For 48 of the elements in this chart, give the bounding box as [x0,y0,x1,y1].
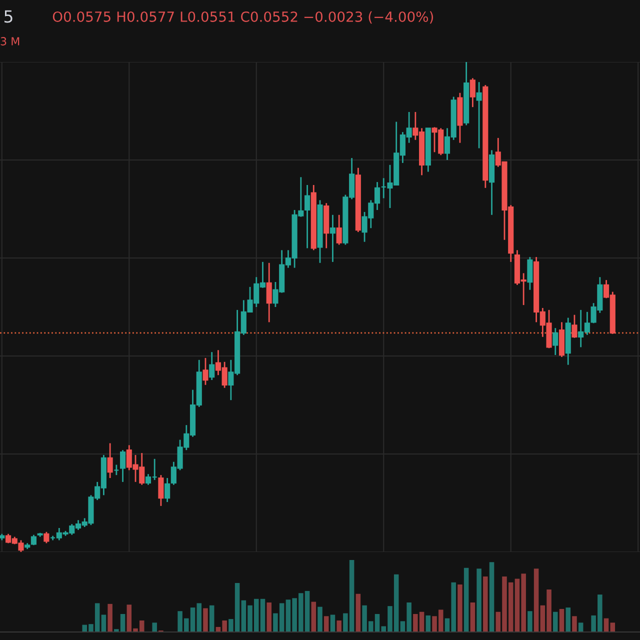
candlestick [552,327,558,356]
bar [108,604,112,632]
bar [330,614,336,632]
bar [324,616,329,632]
candlestick [304,184,310,249]
bar [534,568,539,632]
candlestick [30,534,36,546]
bar [426,615,431,632]
candlestick [336,214,342,246]
chart-title: 5 [4,10,12,23]
bar [336,620,342,632]
bar [266,602,272,632]
text: 3 M [0,37,20,46]
bar [528,611,532,632]
bar [566,608,570,632]
bar [483,576,488,632]
bar [152,622,157,632]
bar [610,622,616,632]
candlestick [202,357,208,386]
bar [356,594,361,632]
candlestick [572,314,578,339]
bar [489,562,494,632]
candlestick [164,477,170,503]
candlestick [476,81,482,149]
candlestick [470,77,476,108]
candlestick [44,531,50,544]
bar [464,568,469,632]
bar [318,606,322,632]
bar [476,568,482,632]
candlestick [330,214,336,263]
candlestick [120,449,126,483]
text: O0.0575 H0.0577 L0.0551 C0.0552 −0.0023 (−4.00%) [52,11,434,24]
candlestick [266,262,272,323]
bar [559,608,564,632]
candlestick [158,474,164,507]
candlestick [107,442,113,479]
candlestick [209,351,215,381]
bar [604,618,609,632]
bar [458,584,462,632]
candlestick [527,256,533,291]
bar [553,612,558,632]
bar [101,614,106,632]
bar [572,616,577,632]
bar [209,605,214,632]
bar [203,608,208,632]
bar [470,602,476,632]
bar [311,602,316,632]
bar [578,622,584,632]
